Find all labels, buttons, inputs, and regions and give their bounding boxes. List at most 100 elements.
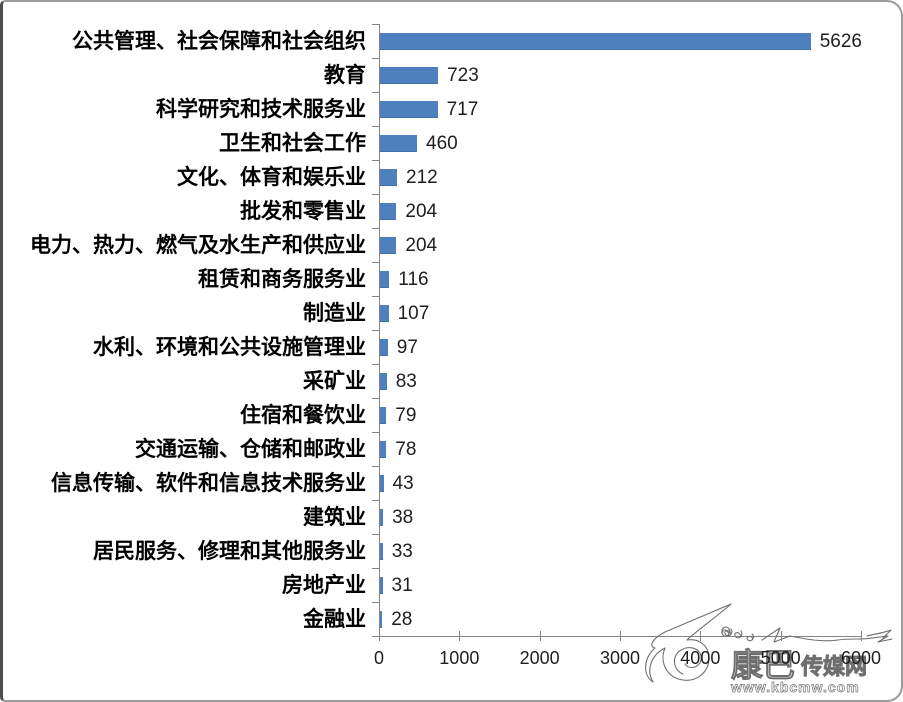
category-label: 金融业 [303, 607, 366, 631]
bar-row: 107 [380, 296, 862, 330]
bar [380, 576, 383, 594]
category-label-row: 电力、热力、燃气及水生产和供应业 [3, 228, 366, 262]
y-axis-tick [372, 364, 380, 365]
category-label: 制造业 [303, 301, 366, 325]
x-axis-tick [700, 631, 702, 641]
bar-value-label: 79 [395, 404, 417, 426]
category-label-row: 采矿业 [3, 364, 366, 398]
y-axis-tick [372, 194, 380, 195]
bar-value-label: 38 [392, 506, 414, 528]
category-label-row: 交通运输、仓储和邮政业 [3, 432, 366, 466]
category-label: 电力、热力、燃气及水生产和供应业 [30, 233, 366, 257]
bar-value-label: 204 [405, 200, 438, 222]
bar [380, 508, 384, 526]
bar-value-label: 33 [391, 540, 413, 562]
x-axis-tick [861, 631, 862, 641]
bar-row: 5626 [380, 24, 862, 58]
bar [380, 270, 390, 288]
y-axis-tick [372, 126, 380, 127]
bar-row: 212 [380, 160, 862, 194]
bar-value-label: 116 [398, 268, 429, 290]
category-label-row: 住宿和餐饮业 [3, 398, 366, 432]
bar-row: 38 [380, 500, 862, 534]
category-label-row: 制造业 [3, 296, 366, 330]
bar-value-label: 717 [446, 98, 479, 120]
bar-value-label: 723 [447, 64, 479, 86]
category-label: 居民服务、修理和其他服务业 [93, 539, 366, 563]
bar [380, 542, 383, 560]
watermark-url: www.kbcmw.com [730, 679, 860, 695]
category-label: 信息传输、软件和信息技术服务业 [51, 471, 366, 495]
bar-row: 31 [380, 568, 862, 602]
category-label: 科学研究和技术服务业 [156, 97, 366, 121]
bar-row: 33 [380, 534, 862, 568]
category-label: 房地产业 [282, 573, 366, 597]
y-axis-tick [372, 432, 380, 433]
x-axis-tick-label: 6000 [840, 648, 882, 668]
x-axis-tick [459, 631, 461, 641]
y-axis-tick [372, 228, 380, 229]
y-axis-tick [372, 92, 380, 93]
category-label: 批发和零售业 [240, 199, 366, 223]
bar-row: 78 [380, 432, 862, 466]
bar-row: 43 [380, 466, 862, 500]
bar-value-label: 78 [395, 438, 417, 460]
category-label-row: 科学研究和技术服务业 [3, 92, 366, 126]
bar-row: 116 [380, 262, 862, 296]
category-labels: 公共管理、社会保障和社会组织 教育 科学研究和技术服务业 卫生和社会工作 文化、… [3, 24, 366, 636]
y-axis-tick [372, 160, 380, 161]
category-label: 文化、体育和娱乐业 [177, 165, 366, 189]
category-label: 租赁和商务服务业 [198, 267, 366, 291]
bar-value-label: 31 [391, 574, 413, 596]
category-label-row: 租赁和商务服务业 [3, 262, 366, 296]
bar-row: 28 [380, 602, 862, 636]
category-label: 公共管理、社会保障和社会组织 [72, 29, 366, 53]
y-axis-tick [372, 24, 380, 25]
x-axis-tick [780, 631, 782, 641]
category-label: 交通运输、仓储和邮政业 [135, 437, 366, 461]
bar-row: 717 [380, 92, 862, 126]
bar [380, 372, 387, 390]
plot-area: 5626 723 717 460 212 204 204 116 107 97 [379, 24, 862, 637]
x-axis-tick-label: 2000 [519, 648, 560, 668]
y-axis-tick [372, 602, 380, 603]
bar-row: 204 [380, 228, 862, 262]
bar-row: 723 [380, 58, 862, 92]
x-axis-tick [539, 631, 541, 641]
y-axis-tick [372, 534, 380, 535]
bar [380, 440, 387, 458]
category-label: 建筑业 [303, 505, 366, 529]
x-axis-tick-label: 1000 [439, 648, 480, 668]
x-axis-tick-label: 4000 [680, 648, 721, 668]
y-axis-tick [372, 262, 380, 263]
category-label: 水利、环境和公共设施管理业 [93, 335, 366, 359]
category-label-row: 水利、环境和公共设施管理业 [3, 330, 366, 364]
bar-value-label: 204 [405, 234, 438, 256]
category-label-row: 金融业 [3, 602, 366, 636]
x-axis-tick [620, 631, 621, 641]
bar-value-label: 212 [406, 166, 438, 188]
bar [380, 202, 397, 220]
y-axis-tick [372, 568, 380, 569]
bar [380, 236, 397, 254]
bar [380, 304, 389, 322]
category-label: 教育 [324, 63, 366, 87]
category-label-row: 卫生和社会工作 [3, 126, 366, 160]
category-label: 卫生和社会工作 [219, 131, 366, 155]
bar [380, 100, 438, 118]
bar-row: 83 [380, 364, 862, 398]
bar-value-label: 97 [396, 336, 418, 358]
x-axis-tick [379, 631, 380, 641]
x-axis-tick-label: 0 [373, 648, 384, 668]
y-axis-tick [372, 398, 380, 399]
bar-value-label: 5626 [819, 30, 862, 52]
y-axis-tick [372, 330, 380, 331]
category-label-row: 房地产业 [3, 568, 366, 602]
bar [380, 338, 388, 356]
bar [380, 610, 383, 628]
category-label-row: 公共管理、社会保障和社会组织 [3, 24, 366, 58]
y-axis-tick [372, 466, 380, 467]
category-label-row: 建筑业 [3, 500, 366, 534]
x-axis-tick-label: 5000 [760, 648, 801, 668]
